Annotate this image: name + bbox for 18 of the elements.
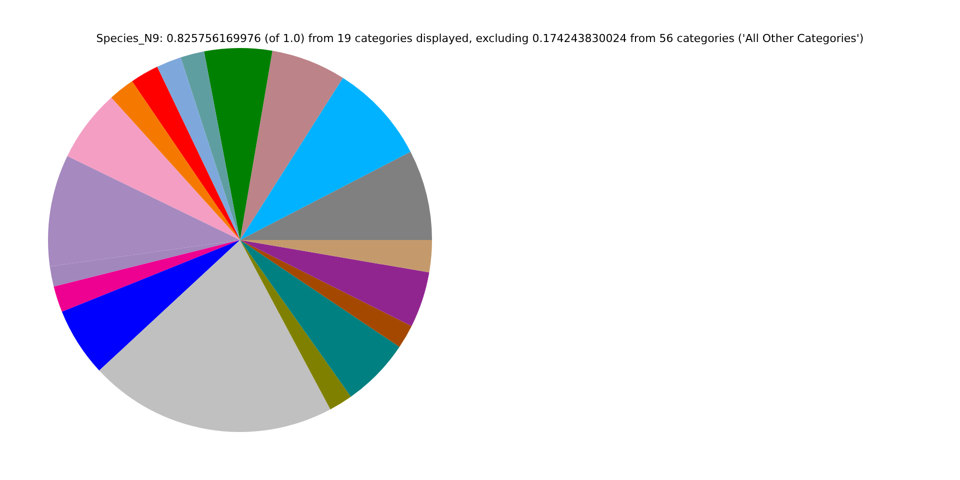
pie-slice (111, 81, 240, 240)
pie-slice (180, 51, 240, 240)
pie-slice (240, 152, 432, 240)
pie-slice (240, 240, 432, 272)
pie-slice (240, 240, 430, 326)
pie-slice (204, 48, 272, 240)
pie-slice (240, 78, 411, 240)
pie-slice (240, 240, 351, 410)
pie-slice (99, 240, 330, 432)
pie-slice (157, 57, 240, 240)
pie-slice (62, 240, 240, 371)
pie-slice (240, 240, 412, 347)
pie-slice (132, 66, 240, 240)
pie-slice (240, 50, 343, 240)
pie-slice (240, 240, 400, 397)
pie-slice (67, 98, 240, 240)
text: Species_N9: 0.825756169976 (of 1.0) from 19 categories displayed, excluding 0.174243830024 from 56 categories ('All Other Categories') (96, 32, 864, 45)
pie-slice (54, 240, 240, 312)
